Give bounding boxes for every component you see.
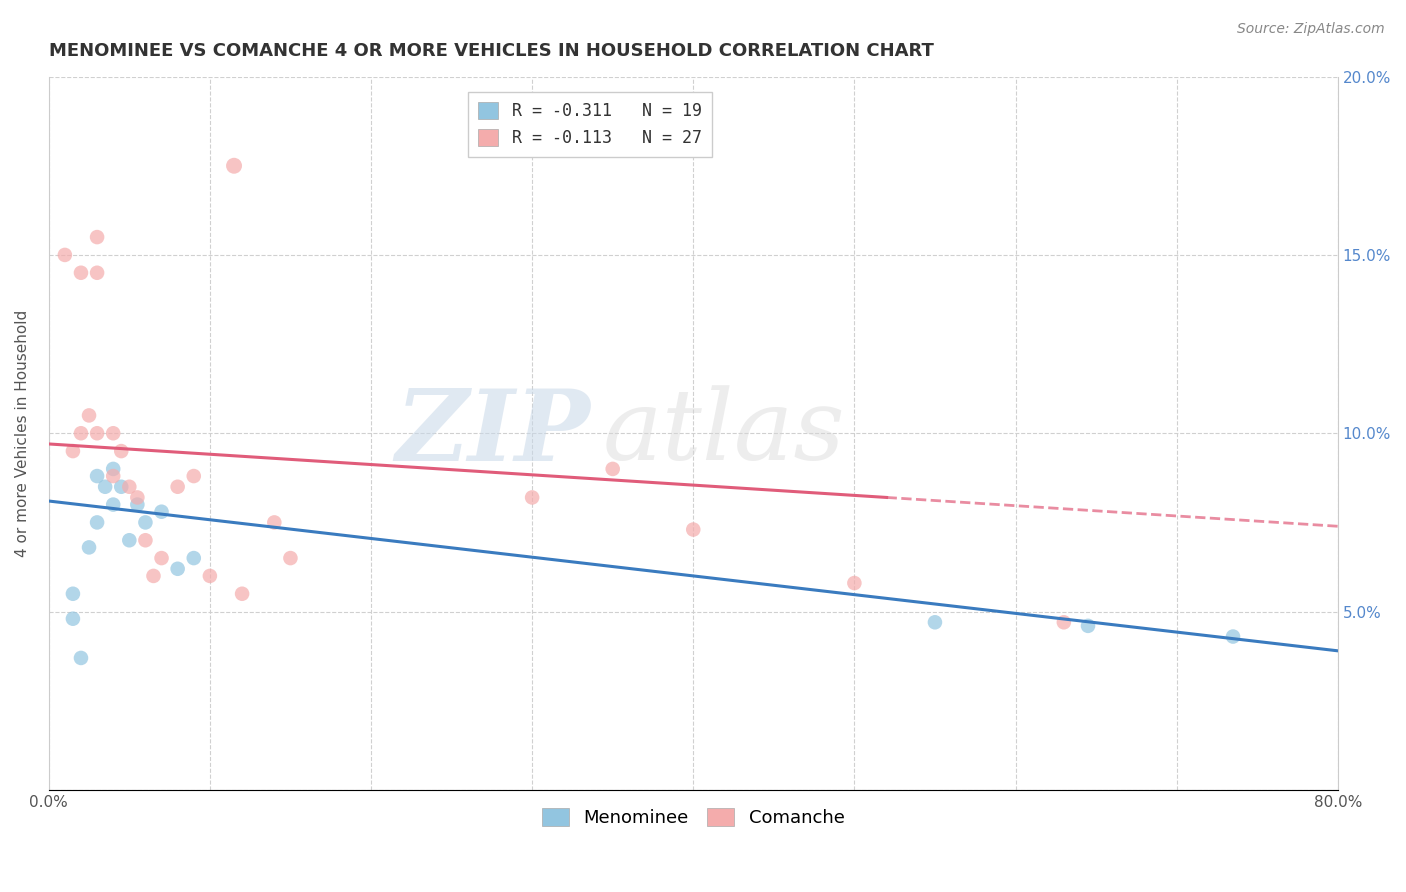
- Point: [77, 409, 100, 423]
- Point: [127, 498, 149, 512]
- Point: [183, 469, 205, 483]
- Point: [231, 587, 253, 601]
- Point: [70, 266, 93, 280]
- Point: [520, 491, 543, 505]
- Point: [110, 444, 132, 458]
- Point: [166, 562, 188, 576]
- Point: [62, 444, 84, 458]
- Point: [166, 480, 188, 494]
- Point: [183, 551, 205, 566]
- Point: [150, 551, 173, 566]
- Point: [94, 480, 117, 494]
- Point: [1077, 619, 1099, 633]
- Point: [70, 651, 93, 665]
- Point: [134, 533, 156, 548]
- Text: atlas: atlas: [603, 385, 846, 481]
- Point: [1222, 630, 1244, 644]
- Text: ZIP: ZIP: [395, 385, 591, 482]
- Point: [110, 480, 132, 494]
- Y-axis label: 4 or more Vehicles in Household: 4 or more Vehicles in Household: [15, 310, 30, 557]
- Point: [118, 480, 141, 494]
- Point: [682, 523, 704, 537]
- Point: [62, 587, 84, 601]
- Point: [198, 569, 221, 583]
- Point: [70, 426, 93, 441]
- Point: [1053, 615, 1076, 630]
- Point: [263, 516, 285, 530]
- Point: [86, 230, 108, 244]
- Point: [280, 551, 302, 566]
- Point: [844, 576, 866, 591]
- Point: [103, 469, 125, 483]
- Point: [103, 426, 125, 441]
- Text: MENOMINEE VS COMANCHE 4 OR MORE VEHICLES IN HOUSEHOLD CORRELATION CHART: MENOMINEE VS COMANCHE 4 OR MORE VEHICLES…: [49, 42, 934, 60]
- Point: [86, 266, 108, 280]
- Point: [127, 491, 149, 505]
- Point: [62, 612, 84, 626]
- Point: [86, 469, 108, 483]
- Legend: Menominee, Comanche: Menominee, Comanche: [534, 801, 852, 834]
- Point: [602, 462, 624, 476]
- Text: Source: ZipAtlas.com: Source: ZipAtlas.com: [1237, 22, 1385, 37]
- Point: [77, 541, 100, 555]
- Point: [142, 569, 165, 583]
- Point: [86, 516, 108, 530]
- Point: [134, 516, 156, 530]
- Point: [118, 533, 141, 548]
- Point: [924, 615, 946, 630]
- Point: [103, 498, 125, 512]
- Point: [86, 426, 108, 441]
- Point: [222, 159, 245, 173]
- Point: [53, 248, 76, 262]
- Point: [103, 462, 125, 476]
- Point: [150, 505, 173, 519]
